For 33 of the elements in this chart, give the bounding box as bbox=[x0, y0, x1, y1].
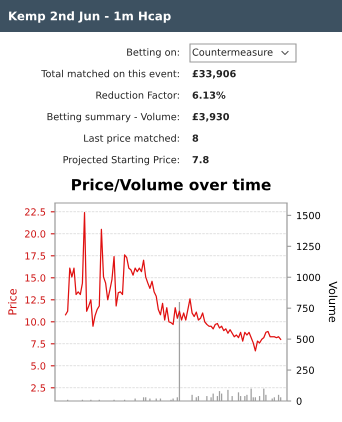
y-tick-label: 17.5 bbox=[25, 252, 46, 260]
chart-title: Price/Volume over time bbox=[72, 178, 271, 192]
y-tick-label: 10.0 bbox=[25, 318, 46, 326]
y2-tick-label: 500 bbox=[296, 336, 314, 343]
text: Countermeasure bbox=[192, 48, 273, 56]
y2-tick-label: 0 bbox=[296, 397, 302, 405]
y-tick-label: 22.5 bbox=[25, 208, 46, 216]
y2-axis-title: Volume bbox=[328, 281, 338, 322]
y-tick-label: 15.0 bbox=[25, 274, 46, 282]
text: Total matched on this event: bbox=[41, 70, 179, 78]
y-axis-title: Price bbox=[8, 289, 17, 314]
text: Projected Starting Price: bbox=[64, 156, 179, 166]
text: 8 bbox=[192, 134, 198, 142]
text: Betting on: bbox=[127, 48, 179, 58]
y2-tick-label: 1000 bbox=[297, 274, 320, 282]
y-tick-label: 7.5 bbox=[31, 340, 46, 348]
text: Reduction Factor: bbox=[96, 91, 179, 99]
y-tick-label: 12.5 bbox=[25, 296, 46, 304]
text: Last price matched: bbox=[84, 134, 179, 144]
text: £33,906 bbox=[192, 70, 236, 79]
y2-tick-label: 250 bbox=[296, 366, 314, 374]
y2-tick-label: 750 bbox=[296, 304, 314, 312]
text: Kemp 2nd Jun - 1m Hcap bbox=[9, 11, 171, 23]
text: 7.8 bbox=[192, 156, 209, 164]
y-tick-label: 20.0 bbox=[25, 230, 46, 238]
y2-tick-label: 1500 bbox=[297, 212, 320, 220]
text: £3,930 bbox=[192, 112, 230, 122]
line-series bbox=[64, 212, 282, 352]
y2-tick-label: 1250 bbox=[297, 242, 320, 250]
y-tick-label: 5.0 bbox=[31, 362, 46, 370]
text: 6.13% bbox=[192, 91, 226, 99]
y-tick-label: 2.5 bbox=[31, 384, 46, 392]
text: Betting summary - Volume: bbox=[48, 112, 179, 122]
